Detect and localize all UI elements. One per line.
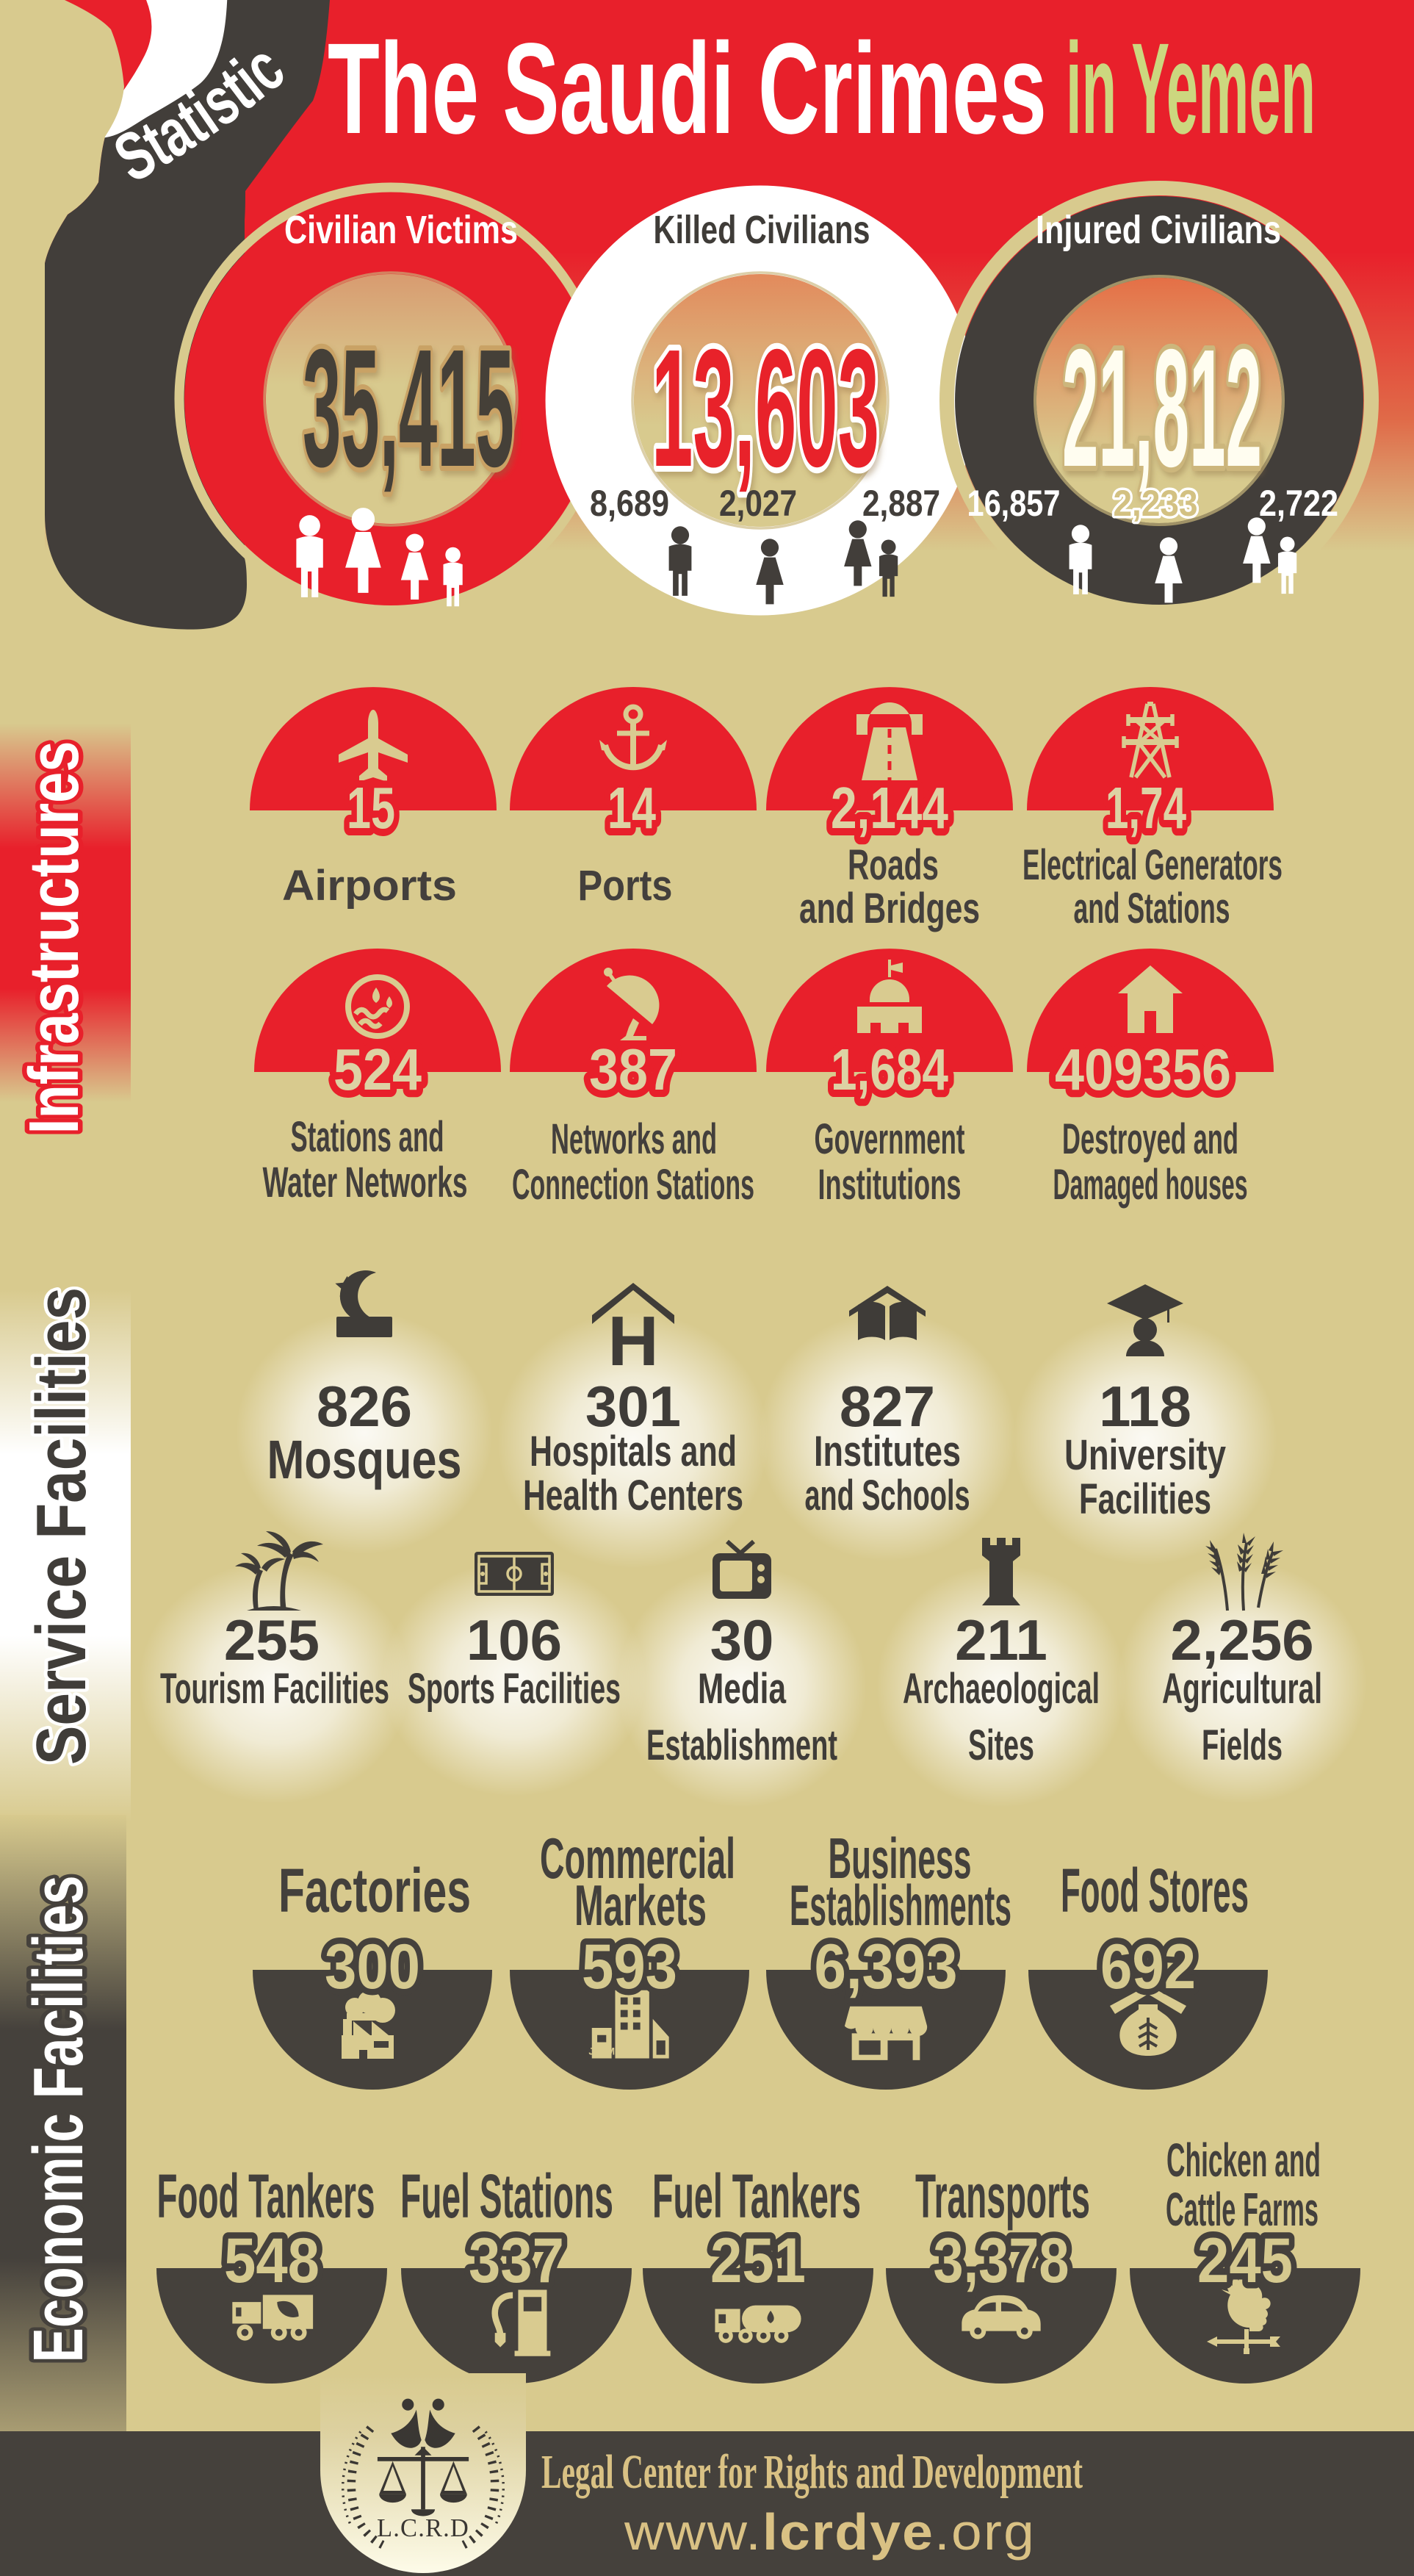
svg-text:Killed Civilians: Killed Civilians xyxy=(654,208,870,252)
svg-text:337: 337 xyxy=(469,2226,564,2296)
svg-text:Sites: Sites xyxy=(968,1721,1034,1769)
svg-text:2,144: 2,144 xyxy=(831,775,948,841)
svg-text:593: 593 xyxy=(582,1932,677,2002)
svg-text:Food Stores: Food Stores xyxy=(1061,1856,1249,1925)
svg-text:Markets: Markets xyxy=(574,1873,707,1938)
svg-text:L.C.R.D: L.C.R.D xyxy=(377,2514,469,2542)
svg-text:Roads: Roads xyxy=(848,841,939,889)
svg-text:6,393: 6,393 xyxy=(815,1932,958,2002)
svg-text:Food Tankers: Food Tankers xyxy=(157,2162,375,2231)
svg-text:and Bridges: and Bridges xyxy=(799,885,980,932)
svg-text:2,256: 2,256 xyxy=(1170,1608,1313,1672)
svg-text:16,857: 16,857 xyxy=(967,483,1061,524)
svg-text:300: 300 xyxy=(325,1932,420,2002)
svg-text:H: H xyxy=(607,1302,658,1381)
svg-text:University: University xyxy=(1064,1431,1226,1479)
svg-text:Damaged houses: Damaged houses xyxy=(1053,1161,1248,1209)
svg-text:Agricultural: Agricultural xyxy=(1162,1665,1322,1713)
svg-text:The Saudi Crimes: The Saudi Crimes xyxy=(328,17,1047,161)
svg-text:826: 826 xyxy=(317,1374,412,1439)
svg-text:251: 251 xyxy=(710,2226,806,2296)
svg-text:Fuel Stations: Fuel Stations xyxy=(400,2162,613,2231)
svg-text:Media: Media xyxy=(698,1665,787,1713)
svg-text:and Schools: and Schools xyxy=(805,1472,970,1519)
svg-text:Commercial: Commercial xyxy=(540,1826,735,1890)
svg-text:Airports: Airports xyxy=(282,862,457,910)
svg-text:Government: Government xyxy=(815,1115,965,1163)
svg-text:Factories: Factories xyxy=(278,1856,471,1925)
svg-text:15: 15 xyxy=(347,775,395,841)
svg-text:Chicken and: Chicken and xyxy=(1166,2134,1321,2187)
svg-text:1,74: 1,74 xyxy=(1105,775,1186,841)
svg-text:Infrastructures: Infrastructures xyxy=(15,741,93,1134)
svg-text:301: 301 xyxy=(585,1374,681,1439)
svg-text:Economic Facilities: Economic Facilities xyxy=(19,1876,98,2363)
svg-text:13,603: 13,603 xyxy=(652,315,879,502)
svg-text:JJAM: JJAM xyxy=(588,2046,615,2057)
svg-text:Hospitals and: Hospitals and xyxy=(530,1428,737,1475)
svg-text:Ports: Ports xyxy=(578,862,673,910)
svg-text:Legal Center for Rights and De: Legal Center for Rights and Development xyxy=(541,2445,1083,2499)
svg-text:118: 118 xyxy=(1099,1374,1191,1439)
svg-text:3,378: 3,378 xyxy=(934,2226,1069,2296)
svg-text:Destroyed and: Destroyed and xyxy=(1062,1115,1238,1163)
svg-text:8,689: 8,689 xyxy=(590,483,669,524)
svg-text:Establishments: Establishments xyxy=(790,1873,1011,1938)
svg-text:Institutions: Institutions xyxy=(818,1161,962,1209)
svg-text:Fields: Fields xyxy=(1202,1721,1283,1769)
svg-text:Water Networks: Water Networks xyxy=(263,1159,468,1206)
svg-text:524: 524 xyxy=(333,1037,422,1102)
svg-text:211: 211 xyxy=(955,1608,1047,1672)
svg-text:in Yemen: in Yemen xyxy=(1066,17,1316,161)
svg-text:30: 30 xyxy=(710,1608,774,1672)
svg-text:www.lcrdye.org: www. lcrdye .org xyxy=(624,2503,1036,2561)
svg-text:255: 255 xyxy=(224,1608,320,1672)
svg-text:Civilian Victims: Civilian Victims xyxy=(284,208,518,252)
svg-text:Transports: Transports xyxy=(915,2162,1090,2231)
svg-text:2,722: 2,722 xyxy=(1259,483,1338,524)
svg-text:Cattle Farms: Cattle Farms xyxy=(1166,2183,1319,2236)
svg-text:Electrical Generators: Electrical Generators xyxy=(1022,841,1283,889)
svg-text:1,684: 1,684 xyxy=(831,1037,948,1102)
svg-text:Archaeological: Archaeological xyxy=(903,1665,1100,1713)
svg-text:Injured Civilians: Injured Civilians xyxy=(1036,208,1281,252)
svg-text:and Stations: and Stations xyxy=(1074,885,1230,932)
svg-text:245: 245 xyxy=(1197,2226,1293,2296)
svg-text:14: 14 xyxy=(607,775,656,841)
svg-text:35,415: 35,415 xyxy=(303,315,514,502)
svg-text:Institutes: Institutes xyxy=(814,1428,961,1475)
svg-text:2,027: 2,027 xyxy=(719,483,797,524)
svg-text:Sports Facilities: Sports Facilities xyxy=(408,1665,621,1713)
svg-text:Connection Stations: Connection Stations xyxy=(512,1161,754,1209)
svg-text:Stations and: Stations and xyxy=(291,1113,444,1161)
svg-text:387: 387 xyxy=(589,1037,677,1102)
svg-text:Networks and: Networks and xyxy=(551,1115,717,1163)
svg-text:548: 548 xyxy=(224,2226,320,2296)
svg-text:827: 827 xyxy=(840,1374,935,1439)
svg-text:21,812: 21,812 xyxy=(1062,315,1262,502)
svg-text:106: 106 xyxy=(466,1608,562,1672)
svg-text:Fuel Tankers: Fuel Tankers xyxy=(652,2162,861,2231)
svg-text:Establishment: Establishment xyxy=(646,1721,837,1769)
svg-text:2,233: 2,233 xyxy=(1114,483,1198,524)
svg-text:Business: Business xyxy=(829,1826,972,1890)
svg-text:Tourism Facilities: Tourism Facilities xyxy=(160,1665,389,1713)
svg-text:2,887: 2,887 xyxy=(862,483,940,524)
svg-text:Health Centers: Health Centers xyxy=(523,1472,743,1519)
svg-text:Service Facilities: Service Facilities xyxy=(22,1287,101,1765)
svg-text:692: 692 xyxy=(1100,1932,1196,2002)
svg-text:Mosques: Mosques xyxy=(267,1429,462,1490)
svg-text:409356: 409356 xyxy=(1055,1037,1231,1102)
svg-text:Facilities: Facilities xyxy=(1079,1475,1211,1523)
